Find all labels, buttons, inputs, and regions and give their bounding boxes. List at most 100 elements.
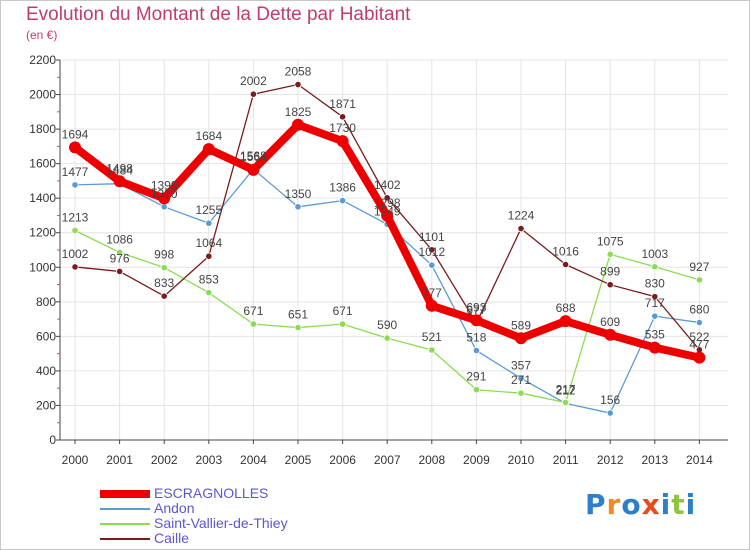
data-point <box>116 267 124 276</box>
data-point <box>247 163 260 176</box>
data-label: 1871 <box>329 97 356 111</box>
data-point <box>472 386 480 394</box>
legend-swatch <box>100 507 150 510</box>
data-label: 1350 <box>285 187 312 201</box>
data-point <box>651 293 659 301</box>
data-label: 217 <box>556 383 576 397</box>
data-point <box>381 209 394 222</box>
data-point <box>606 250 614 258</box>
x-tick-label: 2012 <box>597 453 624 467</box>
legend: ESCRAGNOLLES Andon Saint-Vallier-de-Thiey C… <box>100 486 288 546</box>
data-point <box>338 320 347 328</box>
data-point <box>202 143 215 156</box>
data-label: 1564 <box>240 150 267 164</box>
data-point <box>338 197 347 205</box>
data-point <box>383 194 391 202</box>
legend-label: Saint-Vallier-de-Thiey <box>154 515 288 531</box>
data-label: 833 <box>154 276 174 290</box>
data-point <box>336 135 349 148</box>
data-label: 830 <box>645 277 665 291</box>
x-tick-label: 2011 <box>553 453 579 467</box>
data-point <box>515 332 527 345</box>
logo-letter: o <box>621 488 642 521</box>
data-point <box>517 389 525 397</box>
chart-subtitle: (en €) <box>26 28 58 42</box>
data-label: 477 <box>689 338 709 352</box>
y-tick-label: 800 <box>36 295 56 309</box>
data-label: 1498 <box>106 161 133 175</box>
legend-label: ESCRAGNOLLES <box>154 485 269 501</box>
data-point <box>294 80 302 89</box>
data-label: 1012 <box>418 245 445 259</box>
data-point <box>559 315 572 328</box>
x-tick-label: 2008 <box>418 453 445 467</box>
data-point <box>383 334 391 342</box>
data-label: 2058 <box>285 65 312 79</box>
data-point <box>517 374 525 382</box>
data-label: 156 <box>600 393 620 407</box>
logo-letter: P <box>585 488 607 521</box>
x-tick-label: 2007 <box>374 453 401 467</box>
x-tick-label: 2009 <box>463 453 490 467</box>
y-tick-label: 2000 <box>29 88 56 102</box>
data-point <box>425 299 438 312</box>
data-label: 927 <box>689 260 709 274</box>
y-tick-label: 0 <box>49 433 56 447</box>
data-point <box>113 175 126 188</box>
x-tick-label: 2000 <box>62 453 89 467</box>
legend-item: Saint-Vallier-de-Thiey <box>100 516 288 531</box>
data-label: 1694 <box>62 127 89 141</box>
data-label: 1684 <box>195 129 222 143</box>
data-label: 899 <box>600 265 620 279</box>
data-label: 688 <box>556 301 576 315</box>
data-point <box>695 318 704 327</box>
data-label: 1224 <box>508 209 535 223</box>
legend-swatch <box>100 537 150 540</box>
data-point <box>648 341 661 354</box>
data-point <box>294 323 302 332</box>
data-label: 1350 <box>151 187 178 201</box>
data-label: 1016 <box>552 245 579 259</box>
x-tick-label: 2010 <box>508 453 535 467</box>
data-label: 693 <box>466 300 486 314</box>
data-label: 998 <box>154 248 174 262</box>
plot-area <box>60 60 728 440</box>
legend-swatch <box>100 489 150 498</box>
data-label: 1255 <box>195 203 222 217</box>
data-label: 651 <box>288 308 308 322</box>
data-point <box>294 203 302 211</box>
data-point <box>158 192 171 205</box>
data-point <box>470 314 483 327</box>
data-label: 609 <box>600 315 620 329</box>
series-escragnolles <box>69 118 706 364</box>
data-point <box>71 263 79 271</box>
logo-letter: i <box>660 488 672 521</box>
data-point <box>428 346 436 354</box>
data-point <box>561 260 570 269</box>
data-label: 1002 <box>62 247 89 261</box>
logo-letter: r <box>606 488 622 521</box>
y-tick-label: 1400 <box>29 191 56 205</box>
data-label: 680 <box>689 303 709 317</box>
y-tick-label: 600 <box>36 329 56 343</box>
legend-item: ESCRAGNOLLES <box>100 486 288 501</box>
data-point <box>428 261 436 269</box>
data-point <box>71 181 79 189</box>
data-label: 1249 <box>374 204 401 218</box>
data-point <box>160 292 168 300</box>
data-label: 271 <box>511 373 531 387</box>
data-label: 1825 <box>285 105 312 119</box>
data-label: 677 <box>466 303 486 317</box>
data-label: 1298 <box>374 196 401 210</box>
x-tick-label: 2002 <box>151 453 178 467</box>
data-label: 522 <box>689 330 709 344</box>
data-point <box>160 264 168 272</box>
series-caille <box>71 80 704 354</box>
data-label: 590 <box>377 318 397 332</box>
data-label: 1075 <box>597 234 624 248</box>
data-point <box>651 312 659 320</box>
line-chart: 0 200 400 600 800 1000 1200 1400 1600 1800 2000 220… <box>29 53 728 467</box>
data-label: 1003 <box>641 247 668 261</box>
data-label: 1399 <box>151 178 178 192</box>
data-point <box>71 226 79 235</box>
